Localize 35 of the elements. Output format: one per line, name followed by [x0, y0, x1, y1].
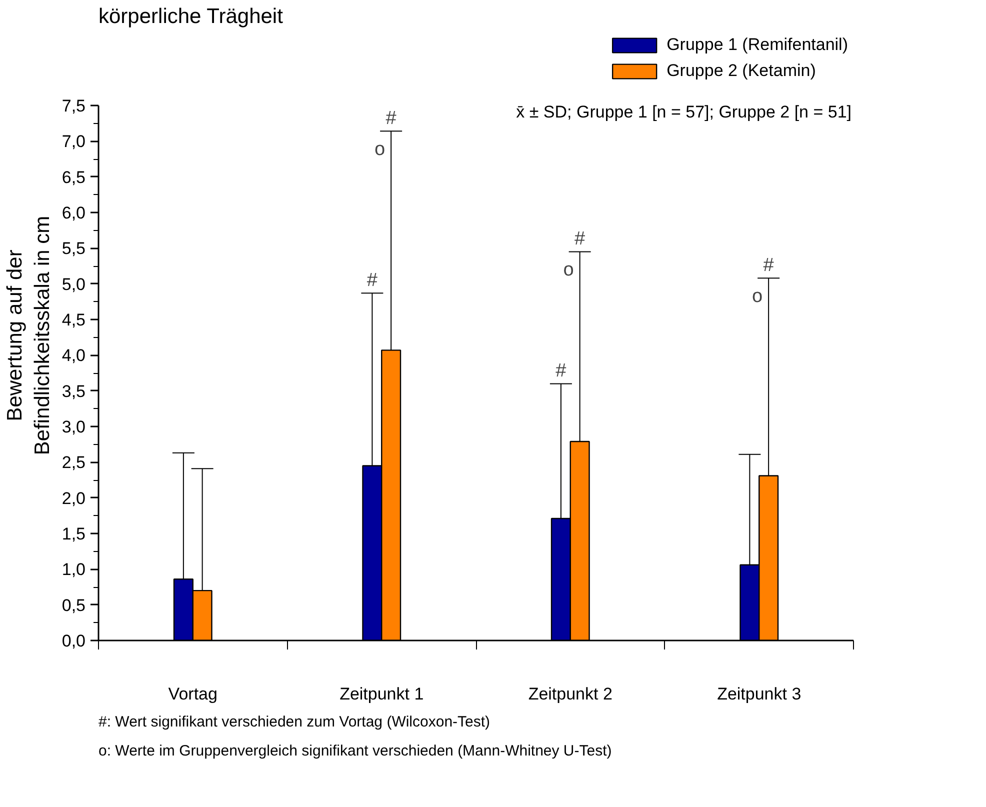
legend-label: Gruppe 2 (Ketamin) — [666, 61, 816, 81]
y-tick-label: 7,0 — [62, 132, 86, 152]
annotation: # — [386, 108, 397, 130]
y-tick-label: 6,5 — [62, 168, 86, 187]
chart-title: körperliche Trägheit — [98, 5, 284, 28]
y-tick-label: 1,0 — [62, 560, 86, 580]
y-tick-label: 2,0 — [62, 488, 86, 508]
x-tick-label: Zeitpunkt 3 — [717, 684, 802, 704]
y-tick-label: 6,0 — [62, 204, 86, 222]
annotation: o — [374, 139, 386, 160]
text: o: Werte im Gruppenvergleich signifikant verschieden (Mann-Whitney U-Test) — [98, 742, 612, 760]
y-tick-label: 5,5 — [62, 239, 86, 258]
y-tick-label: 2,5 — [62, 453, 86, 472]
y-tick-label: 3,5 — [62, 382, 86, 401]
annotation: o — [752, 286, 763, 308]
text: #: Wert signifikant verschieden zum Vortag (Wilcoxon-Test) — [98, 714, 490, 730]
y-tick-label: 0,0 — [62, 632, 86, 650]
y-tick-label: 1,5 — [62, 524, 86, 544]
x-tick-label: Zeitpunkt 1 — [340, 684, 424, 704]
x-tick-label: Vortag — [168, 684, 218, 704]
y-axis-title: Bewertung auf der Befindlichkeitsskala in cm — [3, 216, 54, 456]
y-tick-label: 0,5 — [62, 596, 86, 615]
annotation: # — [556, 360, 567, 382]
annotation: x̄ ± SD; Gruppe 1 [n = 57]; Gruppe 2 [n = 51] — [516, 102, 852, 122]
y-tick-label: 7,5 — [62, 96, 86, 116]
annotation: # — [763, 255, 774, 276]
annotation: # — [574, 228, 586, 250]
y-tick-label: 5,0 — [62, 274, 86, 294]
y-tick-label: 4,0 — [62, 346, 86, 366]
y-tick-label: 3,0 — [62, 418, 86, 436]
legend-label: Gruppe 1 (Remifentanil) — [666, 35, 848, 55]
annotation: o — [563, 260, 574, 281]
annotation: # — [366, 270, 378, 292]
y-tick-label: 4,5 — [62, 310, 86, 330]
x-tick-label: Zeitpunkt 2 — [528, 684, 612, 704]
